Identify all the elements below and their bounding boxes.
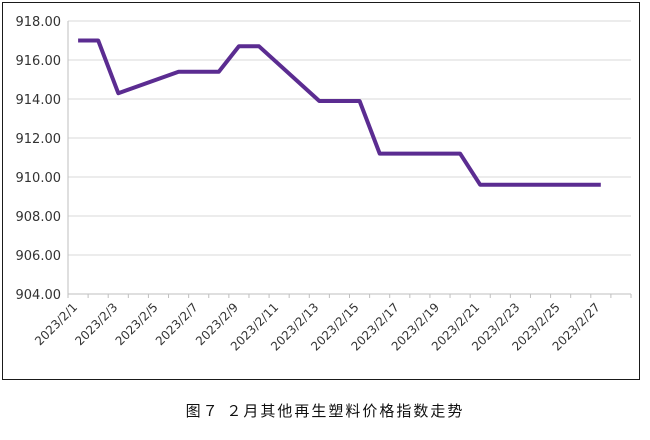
- figure-caption: 图７ ２月其他再生塑料价格指数走势: [185, 402, 465, 420]
- y-tick-label: 904.00: [16, 288, 62, 303]
- x-tick-label: 2023/2/5: [113, 300, 161, 348]
- line-chart: 904.00 906.00 908.00 910.00 912.00 914.00 916.…: [16, 15, 632, 354]
- y-tick-label: 914.00: [16, 93, 62, 108]
- series-line: [78, 38, 601, 187]
- x-tick-label: 2023/2/3: [72, 300, 120, 348]
- y-tick-label: 906.00: [16, 249, 62, 264]
- y-tick-label: 910.00: [16, 171, 62, 186]
- chart-frame: 904.00 906.00 908.00 910.00 912.00 914.00 916.…: [2, 2, 640, 380]
- y-tick-label: 908.00: [16, 210, 62, 225]
- x-tick-label: 2023/2/7: [153, 300, 201, 348]
- y-tick-label: 918.00: [16, 15, 62, 30]
- x-tick-label: 2023/2/1: [32, 300, 80, 348]
- y-tick-label: 916.00: [16, 54, 62, 69]
- y-tick-label: 912.00: [16, 132, 62, 147]
